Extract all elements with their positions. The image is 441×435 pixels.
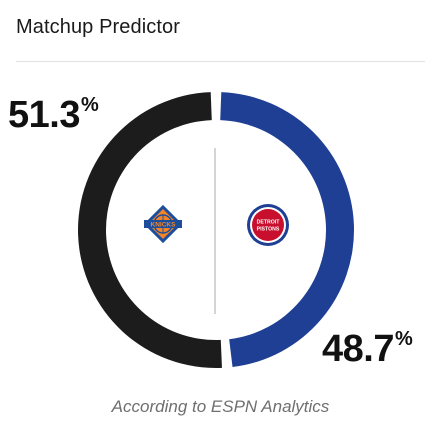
knicks-win-percentage: 51.3%: [8, 94, 99, 136]
percent-symbol: %: [80, 94, 99, 116]
knicks-logo-icon: KNICKS: [143, 204, 183, 244]
title-divider: [16, 61, 425, 62]
knicks-percent-value: 51.3: [8, 94, 80, 136]
svg-text:KNICKS: KNICKS: [151, 222, 177, 229]
donut-segment-pistons: [220, 92, 354, 368]
pistons-percent-value: 48.7: [322, 328, 394, 370]
analytics-source-note: According to ESPN Analytics: [111, 397, 330, 416]
pistons-logo-icon: DETROIT PISTONS: [247, 204, 289, 246]
svg-text:PISTONS: PISTONS: [257, 227, 280, 233]
svg-text:DETROIT: DETROIT: [257, 220, 281, 226]
donut-segment-knicks: [78, 92, 222, 368]
percent-symbol: %: [394, 328, 413, 350]
widget-title: Matchup Predictor: [16, 16, 180, 38]
pistons-win-percentage: 48.7%: [322, 328, 413, 370]
